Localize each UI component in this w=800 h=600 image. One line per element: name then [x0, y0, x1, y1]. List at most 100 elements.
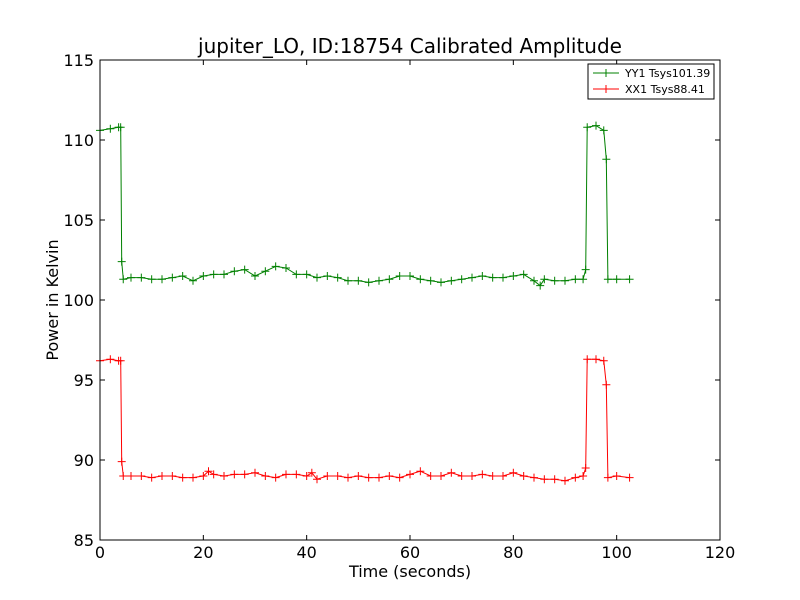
data-point — [583, 355, 592, 364]
data-point — [468, 472, 476, 480]
plot-frame — [99, 59, 721, 541]
data-point — [571, 473, 580, 482]
legend-marker-xx1 — [602, 85, 610, 93]
data-point — [385, 275, 394, 284]
data-point — [271, 473, 280, 482]
data-point — [478, 272, 487, 280]
data-point — [251, 272, 259, 280]
data-point — [209, 470, 218, 479]
data-point — [199, 472, 208, 480]
data-point — [457, 275, 466, 284]
data-point — [302, 270, 311, 279]
data-point — [612, 275, 621, 284]
x-tick-label: 120 — [705, 543, 736, 562]
series-line — [99, 125, 630, 287]
data-point — [137, 273, 146, 282]
data-point — [199, 272, 208, 280]
data-point — [364, 473, 373, 482]
data-point — [302, 472, 311, 480]
data-point — [354, 472, 363, 480]
data-point — [426, 472, 435, 480]
data-point — [599, 126, 608, 135]
data-point — [592, 355, 600, 364]
legend-marker-yy1 — [602, 69, 610, 77]
data-point — [189, 473, 197, 482]
data-point — [116, 356, 125, 365]
data-point — [550, 475, 559, 484]
data-point — [313, 273, 321, 282]
legend-label-yy1: YY1 Tsys101.39 — [624, 67, 710, 80]
x-tick-label: 40 — [296, 543, 316, 562]
data-point — [106, 124, 115, 133]
data-point — [447, 276, 456, 285]
data-point — [447, 468, 456, 477]
data-point — [158, 275, 166, 284]
data-point — [426, 276, 435, 285]
data-point — [323, 472, 332, 480]
data-point — [178, 473, 187, 482]
series-xx1 — [96, 355, 634, 485]
data-point — [261, 267, 270, 276]
data-point — [168, 273, 177, 282]
data-point — [117, 257, 126, 266]
tick-layer: 0 20 40 60 80 100 120 85 90 95 100 105 110 115 — [63, 51, 735, 562]
data-point — [571, 275, 580, 284]
data-point — [540, 475, 549, 484]
data-point — [127, 472, 135, 480]
y-axis-label: Power in Kelvin — [43, 239, 62, 360]
series-yy1 — [96, 121, 634, 290]
data-point — [178, 272, 187, 280]
y-tick-label: 105 — [63, 211, 94, 230]
data-point — [437, 472, 445, 480]
data-point — [416, 467, 425, 476]
data-point — [540, 275, 549, 284]
data-point — [530, 276, 538, 285]
data-point — [292, 470, 301, 479]
data-point — [406, 272, 414, 280]
data-point — [230, 267, 239, 276]
data-point — [282, 264, 290, 272]
data-point — [147, 275, 156, 284]
chart-title: jupiter_LO, ID:18754 Calibrated Amplitud… — [197, 34, 622, 58]
data-point — [602, 155, 611, 164]
data-point — [204, 467, 213, 476]
data-point — [536, 281, 545, 290]
y-tick-label: 100 — [63, 291, 94, 310]
legend-label-xx1: XX1 Tsys88.41 — [625, 83, 705, 96]
data-point — [375, 473, 383, 482]
data-point — [581, 464, 590, 472]
y-tick-label: 85 — [74, 531, 94, 550]
x-tick-label: 20 — [193, 543, 213, 562]
data-point — [612, 472, 621, 480]
data-point — [509, 468, 518, 477]
data-point — [509, 272, 518, 280]
data-point — [147, 473, 156, 482]
x-tick-label: 80 — [503, 543, 523, 562]
data-point — [240, 470, 249, 479]
y-tick-label: 95 — [74, 371, 94, 390]
data-point — [375, 276, 383, 285]
data-point — [220, 270, 228, 279]
x-tick-label: 100 — [601, 543, 632, 562]
data-point — [519, 270, 528, 279]
data-point — [209, 270, 218, 279]
data-point — [251, 468, 259, 477]
data-point — [468, 273, 476, 282]
data-point — [354, 276, 363, 285]
data-point — [406, 470, 414, 479]
data-point — [550, 276, 559, 285]
data-point — [416, 275, 425, 284]
data-point — [364, 278, 373, 287]
legend: YY1 Tsys101.39 XX1 Tsys88.41 — [587, 63, 715, 100]
data-point — [602, 380, 611, 389]
x-tick-label: 0 — [95, 543, 105, 562]
data-point — [119, 472, 128, 480]
data-point — [499, 273, 507, 282]
data-point — [119, 275, 128, 284]
data-point — [599, 356, 608, 365]
x-tick-label: 60 — [400, 543, 420, 562]
data-point — [395, 272, 404, 280]
data-point — [230, 470, 239, 479]
x-axis-label: Time (seconds) — [348, 562, 471, 581]
